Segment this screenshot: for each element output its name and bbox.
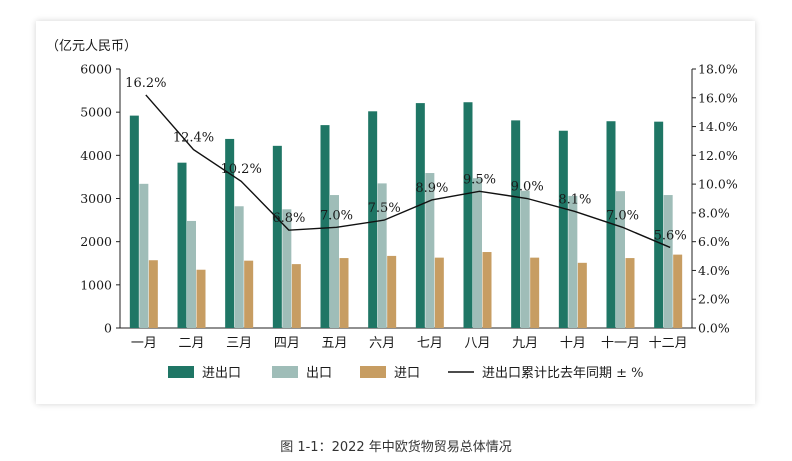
y2-tick-label: 10.0% xyxy=(698,177,738,192)
bar-export xyxy=(473,178,482,328)
chart-panel: （亿元人民币） 0 1000 2000 3000 4000 5000 6000 0.0% 2.0%… xyxy=(36,21,755,404)
bar-export xyxy=(330,195,339,328)
growth-data-label: 16.2% xyxy=(125,76,166,91)
bar-import xyxy=(530,257,540,328)
y2-tick-label: 8.0% xyxy=(698,205,730,220)
bar-total xyxy=(558,130,568,328)
bar-import xyxy=(434,257,444,328)
bar-total xyxy=(463,102,473,328)
bar-total xyxy=(272,145,282,328)
x-tick-label: 八月 xyxy=(464,336,490,351)
bar-import xyxy=(244,260,254,328)
x-tick-label: 五月 xyxy=(321,336,347,351)
bar-total xyxy=(225,138,235,328)
bar-import xyxy=(625,258,635,328)
bar-total xyxy=(415,103,425,328)
bar-export xyxy=(520,190,530,328)
y2-tick-label: 16.0% xyxy=(698,90,738,105)
x-tick-label: 六月 xyxy=(369,336,395,351)
growth-data-label: 10.2% xyxy=(221,162,262,177)
bar-export xyxy=(616,191,625,328)
legend-label: 进出口累计比去年同期 ± % xyxy=(482,366,644,381)
y2-tick-label: 14.0% xyxy=(698,119,738,134)
legend-swatch xyxy=(272,366,298,378)
y2-tick-label: 0.0% xyxy=(698,321,730,336)
growth-data-label: 8.9% xyxy=(415,181,448,196)
x-tick-label: 一月 xyxy=(131,336,157,351)
figure-caption: 图 1-1：2022 年中欧货物贸易总体情况 xyxy=(280,440,512,455)
bar-import xyxy=(291,264,301,328)
bar-export xyxy=(425,173,435,328)
growth-data-label: 6.8% xyxy=(272,211,305,226)
bar-total xyxy=(511,120,521,328)
bar-total xyxy=(129,115,139,329)
growth-data-label: 9.5% xyxy=(463,172,496,187)
bar-import xyxy=(148,260,158,328)
growth-line xyxy=(145,94,671,249)
growth-data-label: 12.4% xyxy=(173,131,214,146)
y-tick-label: 4000 xyxy=(80,148,112,163)
legend-item: 进口 xyxy=(360,366,420,381)
x-tick-label: 九月 xyxy=(512,336,538,351)
legend-label: 出口 xyxy=(306,366,332,381)
bar-export xyxy=(139,183,149,328)
x-tick-label: 十月 xyxy=(560,336,586,351)
x-tick-label: 七月 xyxy=(417,336,443,351)
bar-total xyxy=(654,121,664,328)
x-tick-label: 四月 xyxy=(274,336,300,351)
bar-import xyxy=(339,258,349,328)
legend-item: 出口 xyxy=(272,366,332,381)
y-tick-label: 3000 xyxy=(80,191,112,206)
growth-data-label: 7.0% xyxy=(606,208,639,223)
bar-total xyxy=(320,125,330,328)
x-tick-label: 二月 xyxy=(178,336,204,351)
y-tick-label: 5000 xyxy=(80,105,112,120)
bar-total xyxy=(606,121,616,329)
bar-import xyxy=(196,269,206,328)
y2-tick-label: 2.0% xyxy=(698,292,730,307)
bar-import xyxy=(673,254,683,328)
x-tick-label: 十一月 xyxy=(601,336,640,351)
legend-label: 进口 xyxy=(394,366,420,381)
growth-data-label: 7.0% xyxy=(320,208,353,223)
y-tick-label: 2000 xyxy=(80,234,112,249)
bar-import xyxy=(482,252,492,328)
bar-export xyxy=(377,183,387,328)
growth-data-label: 9.0% xyxy=(511,180,544,195)
chart: （亿元人民币） 0 1000 2000 3000 4000 5000 6000 0.0% 2.0%… xyxy=(46,39,738,381)
y2-tick-label: 12.0% xyxy=(698,148,738,163)
bar-export xyxy=(234,206,244,328)
bar-total xyxy=(177,162,187,328)
bar-import xyxy=(577,262,587,328)
bar-total xyxy=(368,111,378,328)
growth-data-label: 5.6% xyxy=(654,228,687,243)
growth-data-label: 8.1% xyxy=(558,192,591,207)
legend-swatch xyxy=(168,366,194,378)
y2-tick-label: 18.0% xyxy=(698,62,738,77)
x-tick-label: 十二月 xyxy=(649,336,688,351)
bar-import xyxy=(387,255,397,328)
bar-export xyxy=(282,209,292,328)
x-tick-label: 三月 xyxy=(226,336,252,351)
legend-swatch xyxy=(360,366,386,378)
bar-export xyxy=(187,220,196,328)
growth-data-label: 7.5% xyxy=(368,201,401,216)
y2-tick-label: 4.0% xyxy=(698,263,730,278)
bar-export xyxy=(663,195,673,328)
y2-tick-label: 6.0% xyxy=(698,234,730,249)
y-tick-label: 6000 xyxy=(80,62,112,77)
legend-item: 进出口累计比去年同期 ± % xyxy=(448,366,644,381)
y-unit-label: （亿元人民币） xyxy=(46,39,137,54)
bar-export xyxy=(568,195,578,328)
legend-label: 进出口 xyxy=(202,366,241,381)
y-tick-label: 1000 xyxy=(80,277,112,292)
legend-item: 进出口 xyxy=(168,366,241,381)
y-tick-label: 0 xyxy=(104,321,112,336)
